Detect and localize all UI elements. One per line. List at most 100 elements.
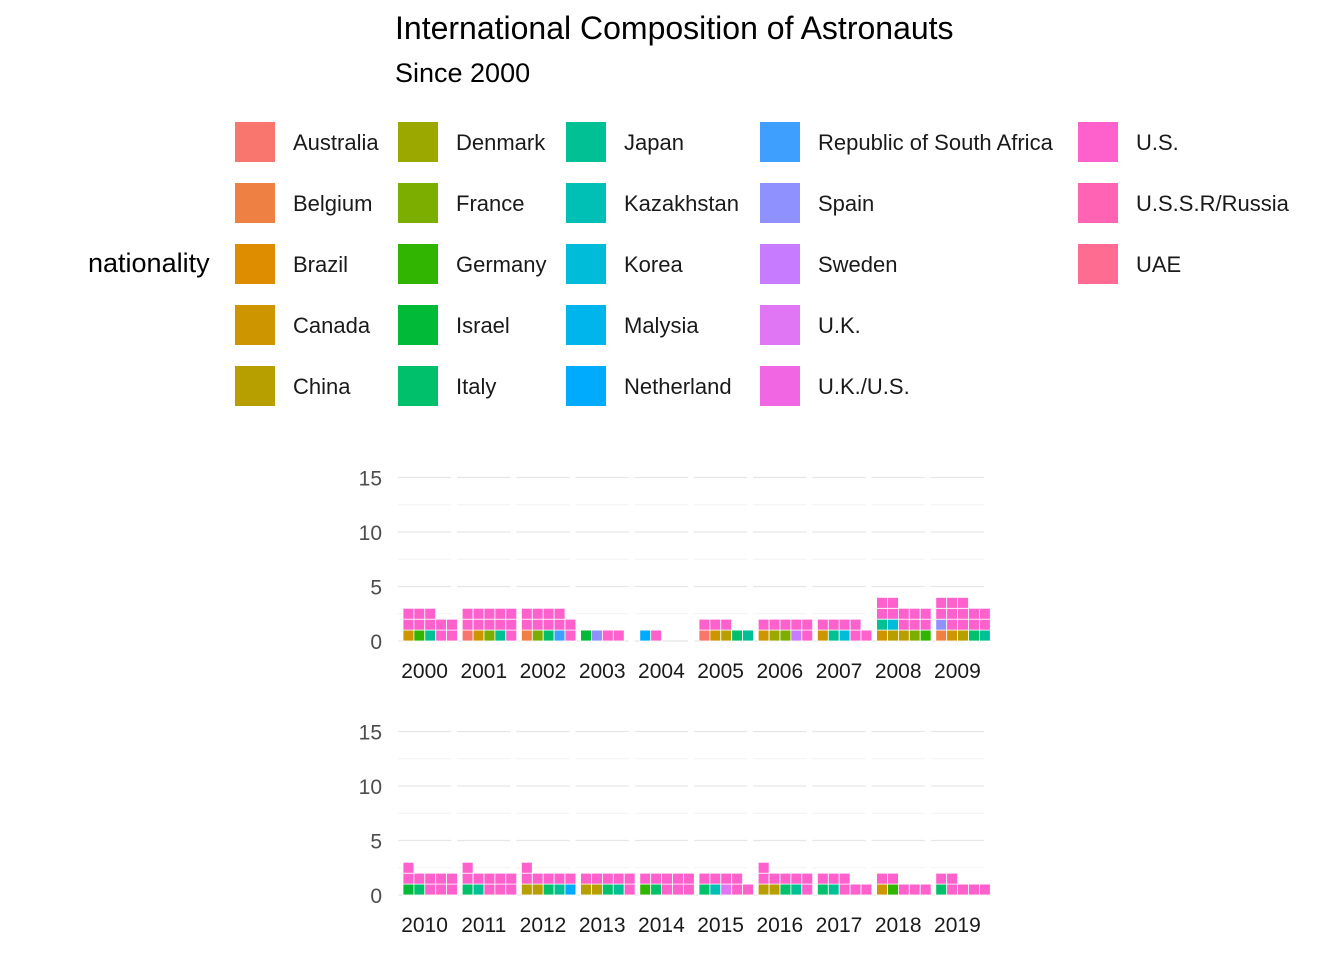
waffle-tile [979, 883, 991, 896]
legend-label: Italy [456, 374, 497, 399]
waffle-tile [650, 872, 663, 885]
waffle-tile [887, 618, 899, 631]
waffle-tile [483, 607, 496, 620]
waffle-tile [968, 607, 980, 620]
waffle-tile [505, 607, 518, 620]
waffle-tile [757, 872, 770, 885]
waffle-tile [720, 883, 733, 896]
waffle-tile [849, 618, 862, 631]
waffle-tile [790, 629, 803, 642]
waffle-tile [768, 872, 781, 885]
waffle-tile [483, 618, 496, 631]
waffle-tile [521, 618, 533, 631]
waffle-tile [494, 607, 507, 620]
waffle-tile [564, 629, 577, 642]
waffle-tile [602, 883, 614, 896]
waffle-tile [591, 629, 603, 642]
waffle-tile [531, 629, 544, 642]
facet-label: 2014 [638, 914, 685, 937]
waffle-tile [979, 618, 991, 631]
waffle-tile [731, 872, 744, 885]
waffle-tile [542, 883, 555, 896]
legend-key [235, 244, 275, 284]
waffle-tile [672, 883, 684, 896]
waffle-tile [553, 618, 566, 631]
waffle-tile [838, 618, 851, 631]
waffle-tile [876, 607, 888, 620]
waffle-tile [435, 883, 448, 896]
waffle-tile [472, 872, 485, 885]
waffle-tile [887, 607, 899, 620]
waffle-tile [531, 883, 544, 896]
waffle-tile [768, 883, 781, 896]
legend-key [760, 366, 800, 406]
waffle-tile [968, 629, 980, 642]
waffle-tile [827, 618, 840, 631]
legend-key [235, 122, 275, 162]
waffle-tile [876, 883, 888, 896]
waffle-tile [876, 618, 888, 631]
legend-key [566, 244, 606, 284]
waffle-tile [779, 618, 792, 631]
facet-label: 2018 [875, 914, 922, 937]
waffle-tile [602, 872, 614, 885]
waffle-tile [876, 629, 888, 642]
waffle-tile [435, 618, 448, 631]
waffle-tile [413, 872, 426, 885]
waffle-tile [580, 872, 592, 885]
waffle-tile [542, 872, 555, 885]
waffle-tile [957, 618, 969, 631]
legend-label: Belgium [293, 191, 373, 216]
waffle-tile [957, 883, 969, 896]
waffle-tile [505, 629, 518, 642]
legend-label: Denmark [456, 130, 546, 155]
waffle-tile [731, 883, 744, 896]
waffle-tile [472, 607, 485, 620]
waffle-tile [946, 872, 959, 885]
waffle-tile [553, 607, 566, 620]
waffle-tile [887, 872, 899, 885]
waffle-tile [757, 629, 770, 642]
waffle-tile [919, 883, 932, 896]
legend-key [398, 122, 438, 162]
chart-subtitle: Since 2000 [395, 58, 531, 88]
waffle-tile [698, 618, 711, 631]
waffle-tile [935, 629, 948, 642]
waffle-tile [413, 607, 426, 620]
facet-label: 2005 [697, 660, 744, 683]
waffle-tile [817, 629, 829, 642]
waffle-tile [876, 597, 888, 609]
waffle-tile [521, 883, 533, 896]
waffle-tile [779, 872, 792, 885]
waffle-tile [424, 629, 437, 642]
waffle-tile [887, 597, 899, 609]
waffle-tile [494, 629, 507, 642]
legend-key [566, 122, 606, 162]
waffle-tile [709, 872, 722, 885]
waffle-tile [817, 883, 829, 896]
waffle-tile [935, 597, 948, 609]
waffle-tile [838, 629, 851, 642]
waffle-tile [898, 618, 910, 631]
waffle-tile [623, 872, 636, 885]
waffle-tile [876, 872, 888, 885]
waffle-tile [424, 618, 437, 631]
waffle-tile [424, 883, 437, 896]
waffle-tile [639, 629, 652, 642]
waffle-tile [424, 872, 437, 885]
waffle-tile [946, 883, 959, 896]
waffle-tile [768, 629, 781, 642]
waffle-tile [639, 883, 652, 896]
waffle-tile [521, 861, 533, 874]
waffle-tile [580, 629, 592, 642]
waffle-tile [898, 883, 910, 896]
waffle-tile [827, 629, 840, 642]
waffle-tile [720, 618, 733, 631]
waffle-tile [757, 861, 770, 874]
waffle-tile [461, 861, 474, 874]
waffle-tile [661, 883, 673, 896]
legend-label: Israel [456, 313, 510, 338]
legend-label: Korea [624, 252, 683, 277]
waffle-tile [757, 883, 770, 896]
legend-key [566, 305, 606, 345]
